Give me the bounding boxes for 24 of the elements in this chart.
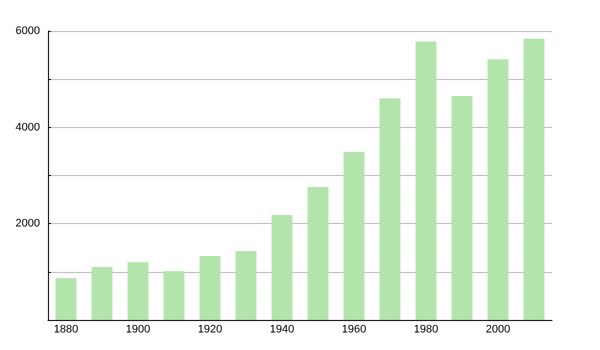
y-tick-label: 4000 bbox=[16, 121, 40, 134]
bar bbox=[128, 262, 148, 320]
bar bbox=[308, 187, 328, 320]
bar bbox=[92, 267, 112, 320]
bar bbox=[272, 214, 292, 320]
bar bbox=[452, 96, 472, 320]
bar bbox=[524, 38, 544, 320]
bar bbox=[236, 251, 256, 320]
x-tick-label: 1960 bbox=[342, 324, 366, 336]
x-tick-label: 1920 bbox=[198, 324, 222, 336]
bar bbox=[56, 278, 76, 320]
x-tick-label: 1980 bbox=[414, 324, 438, 336]
bar bbox=[164, 271, 184, 320]
bar bbox=[344, 152, 364, 320]
y-tick-label: 2000 bbox=[16, 218, 40, 230]
bar bbox=[416, 42, 436, 320]
x-tick-label: 2000 bbox=[486, 324, 510, 336]
bar bbox=[488, 59, 508, 320]
bar bbox=[380, 98, 400, 320]
x-tick-label: 1940 bbox=[270, 324, 294, 336]
x-tick-label: 1880 bbox=[54, 324, 78, 336]
y-tick-label: 6000 bbox=[16, 25, 40, 37]
bar bbox=[200, 256, 220, 320]
x-tick-label: 1900 bbox=[126, 324, 150, 336]
